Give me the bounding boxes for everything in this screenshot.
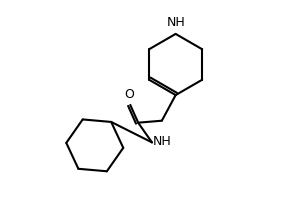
Text: O: O [124,88,134,101]
Text: NH: NH [166,16,185,29]
Text: NH: NH [153,135,172,148]
